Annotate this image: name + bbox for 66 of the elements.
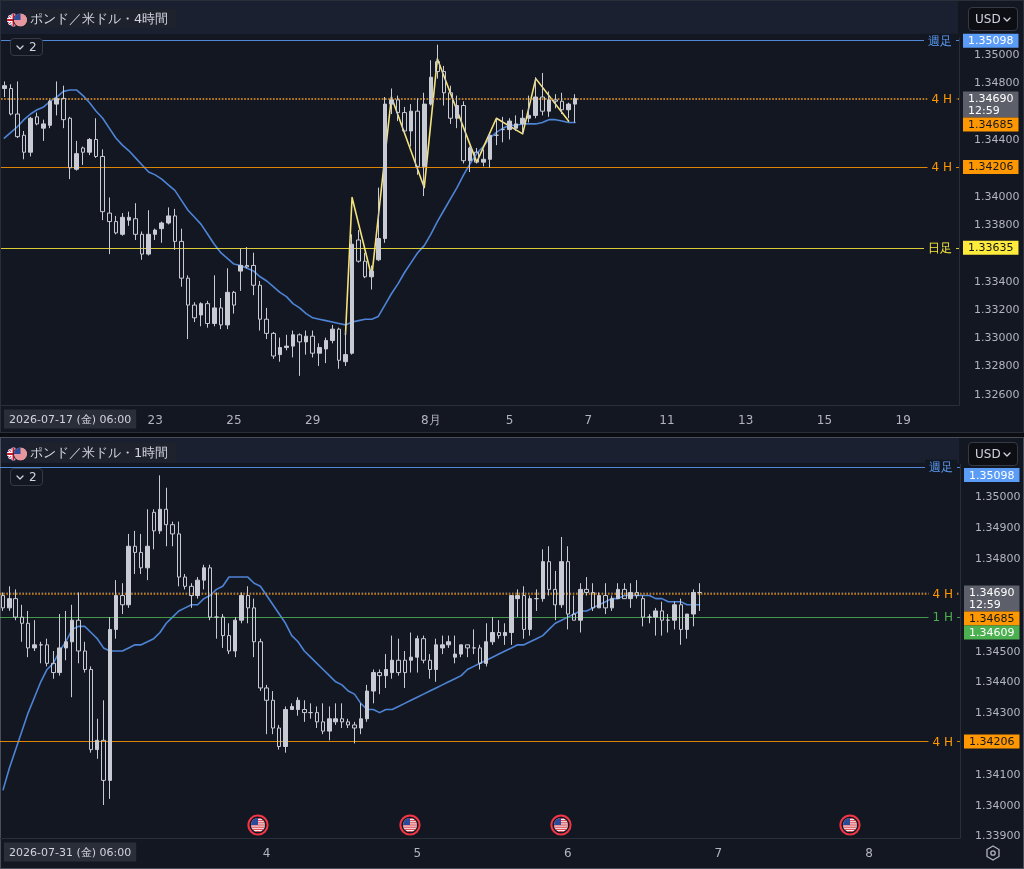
text: 1.34609 (969, 625, 1015, 639)
ref-line-label: 4 H (932, 734, 953, 749)
toggle-button: 2 (10, 38, 43, 56)
ref-line-label: 4 H (932, 587, 953, 602)
dropdown: USD (968, 7, 1018, 31)
text: 12:59 (968, 103, 1000, 117)
toggle-button: 2 (10, 468, 43, 486)
text: 1.34685 (969, 611, 1015, 625)
annotation: 2 (29, 470, 37, 484)
y-axis-title: USD (975, 12, 1001, 26)
x-tick-label: 25 (226, 413, 242, 427)
y-tick-label: 1.33800 (974, 217, 1020, 231)
x-tick-label: 23 (147, 413, 163, 427)
x-tick-label: 5 (413, 846, 422, 860)
chart-title: ポンド／米ドル・4時間 (30, 11, 169, 26)
y-axis-title: USD (975, 447, 1001, 461)
y-tick-label: 1.33000 (974, 331, 1020, 345)
y-tick-label: 1.34300 (975, 706, 1021, 720)
y-tick-label: 1.34800 (974, 76, 1020, 90)
x-tick-label: 8月 (420, 413, 441, 427)
x-tick-label: 6 (564, 846, 572, 860)
x-tick-label: 15 (816, 413, 833, 427)
y-tick-label: 1.34400 (975, 675, 1021, 689)
x-tick-label: 13 (738, 413, 754, 427)
text: 1.34206 (968, 160, 1014, 174)
text: 1.34206 (969, 735, 1015, 749)
y-tick-label: 1.33900 (975, 829, 1021, 843)
x-tick-label: 7 (714, 846, 723, 860)
y-tick-label: 1.33200 (974, 302, 1020, 316)
y-tick-label: 1.35000 (975, 490, 1021, 504)
ref-line-label: 週足 (928, 33, 952, 48)
x-tick-label: 8 (865, 846, 873, 860)
ref-line-label: 週足 (929, 459, 953, 474)
text: 12:59 (969, 597, 1001, 611)
y-tick-label: 1.34000 (975, 798, 1021, 812)
text: 1.35098 (968, 34, 1014, 48)
ref-line-label: 4 H (931, 159, 952, 174)
text: 1.35098 (969, 468, 1015, 482)
y-tick-label: 1.33400 (974, 274, 1020, 288)
annotation: 2 (29, 40, 37, 54)
x-tick-label: 5 (505, 413, 514, 427)
y-tick-label: 1.34500 (975, 644, 1021, 658)
ref-line-label: 1 H (932, 610, 953, 625)
x-tick-label: 29 (305, 413, 321, 427)
chart-title: ポンド／米ドル・1時間 (30, 445, 169, 460)
dropdown: USD (968, 442, 1018, 466)
text: 1.34690 (968, 91, 1014, 105)
text: 2026-07-31 (金) 06:00 (9, 845, 132, 859)
y-tick-label: 1.34000 (974, 189, 1020, 203)
y-tick-label: 1.32800 (974, 359, 1020, 373)
y-tick-label: 1.34800 (975, 552, 1021, 566)
x-tick-label: 7 (584, 413, 593, 427)
text: 1.33635 (968, 241, 1014, 255)
y-tick-label: 1.34900 (975, 521, 1021, 535)
y-tick-label: 1.34100 (975, 767, 1021, 781)
text: 2026-07-17 (金) 06:00 (9, 412, 132, 426)
x-tick-label: 4 (262, 846, 271, 860)
y-tick-label: 1.35000 (974, 48, 1020, 62)
y-tick-label: 1.34400 (974, 132, 1020, 146)
ref-line-label: 4 H (931, 92, 952, 107)
ref-line-label: 日足 (928, 240, 952, 255)
text: 1.34690 (969, 585, 1015, 599)
x-tick-label: 19 (895, 413, 911, 427)
x-tick-label: 11 (659, 413, 675, 427)
text: 1.34685 (968, 117, 1014, 131)
y-tick-label: 1.32600 (974, 387, 1020, 401)
